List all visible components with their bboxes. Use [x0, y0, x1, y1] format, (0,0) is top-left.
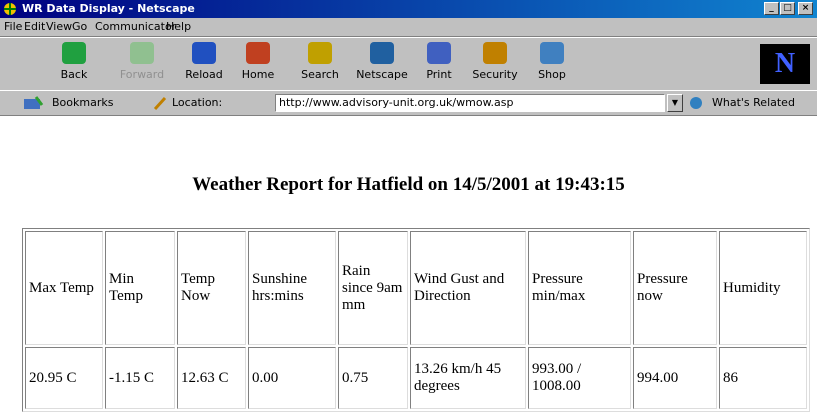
- toolbar-button[interactable]: Forward: [112, 42, 172, 81]
- toolbar-label: Netscape: [352, 68, 412, 81]
- url-field[interactable]: http://www.advisory-unit.org.uk/wmow.asp: [275, 94, 665, 112]
- window-title: WR Data Display - Netscape: [22, 0, 195, 18]
- toolbar-icon: [130, 42, 154, 64]
- data-cell: 20.95 C: [25, 347, 103, 409]
- toolbar-button[interactable]: Security: [465, 42, 525, 81]
- toolbar-button[interactable]: Netscape: [352, 42, 412, 81]
- header-cell: Pressure now: [633, 231, 717, 345]
- page-heading: Weather Report for Hatfield on 14/5/2001…: [0, 174, 817, 196]
- toolbar-icon: [540, 42, 564, 64]
- menu-item[interactable]: Communicator: [95, 18, 176, 36]
- data-cell: 994.00: [633, 347, 717, 409]
- header-cell: Humidity: [719, 231, 807, 345]
- netscape-logo: N: [760, 44, 810, 84]
- toolbar-label: Reload: [174, 68, 234, 81]
- header-cell: Rain since 9am mm: [338, 231, 408, 345]
- toolbar-icon: [192, 42, 216, 64]
- toolbar-label: Search: [290, 68, 350, 81]
- bookmarks-icon: [22, 95, 46, 111]
- header-cell: Pressure min/max: [528, 231, 631, 345]
- menu-item[interactable]: File: [4, 18, 22, 36]
- toolbar-button[interactable]: Home: [228, 42, 288, 81]
- toolbar-label: Home: [228, 68, 288, 81]
- toolbar-icon: [427, 42, 451, 64]
- header-cell: Max Temp: [25, 231, 103, 345]
- toolbar-label: Print: [409, 68, 469, 81]
- toolbar-label: Back: [44, 68, 104, 81]
- toolbar-icon: [483, 42, 507, 64]
- toolbar-label: Security: [465, 68, 525, 81]
- menu-item[interactable]: Help: [166, 18, 191, 36]
- toolbar-icon: [62, 42, 86, 64]
- toolbar-button[interactable]: Reload: [174, 42, 234, 81]
- data-cell: 993.00 / 1008.00: [528, 347, 631, 409]
- bookmarks-button[interactable]: Bookmarks: [52, 91, 113, 115]
- toolbar-button[interactable]: Search: [290, 42, 350, 81]
- menu-item[interactable]: Go: [72, 18, 87, 36]
- data-cell: 0.75: [338, 347, 408, 409]
- header-cell: Temp Now: [177, 231, 246, 345]
- url-dropdown[interactable]: ▼: [667, 94, 683, 112]
- title-bar: WR Data Display - Netscape _ □ ×: [0, 0, 817, 18]
- toolbar-button[interactable]: Shop: [522, 42, 582, 81]
- data-cell: 12.63 C: [177, 347, 246, 409]
- maximize-button[interactable]: □: [780, 2, 795, 15]
- whats-related-button[interactable]: What's Related: [712, 91, 795, 115]
- toolbar-icon: [246, 42, 270, 64]
- toolbar-label: Forward: [112, 68, 172, 81]
- browser-window: WR Data Display - Netscape _ □ × FileEdi…: [0, 0, 817, 414]
- toolbar-label: Shop: [522, 68, 582, 81]
- data-cell: -1.15 C: [105, 347, 175, 409]
- data-cell: 0.00: [248, 347, 336, 409]
- header-cell: Wind Gust and Direction: [410, 231, 526, 345]
- data-cell: 13.26 km/h 45 degrees: [410, 347, 526, 409]
- toolbar-button[interactable]: Print: [409, 42, 469, 81]
- location-label: Location:: [172, 91, 222, 115]
- page-content: Weather Report for Hatfield on 14/5/2001…: [0, 116, 817, 414]
- data-cell: 86: [719, 347, 807, 409]
- location-toolbar: Bookmarks Location: http://www.advisory-…: [0, 90, 817, 116]
- header-cell: Min Temp: [105, 231, 175, 345]
- close-button[interactable]: ×: [798, 2, 813, 15]
- menu-item[interactable]: View: [46, 18, 72, 36]
- app-icon: [3, 2, 18, 16]
- toolbar-button[interactable]: Back: [44, 42, 104, 81]
- menu-item[interactable]: Edit: [24, 18, 45, 36]
- toolbar-icon: [370, 42, 394, 64]
- related-icon: [688, 95, 708, 111]
- location-icon: [152, 95, 168, 111]
- header-cell: Sunshine hrs:mins: [248, 231, 336, 345]
- toolbar-icon: [308, 42, 332, 64]
- minimize-button[interactable]: _: [764, 2, 779, 15]
